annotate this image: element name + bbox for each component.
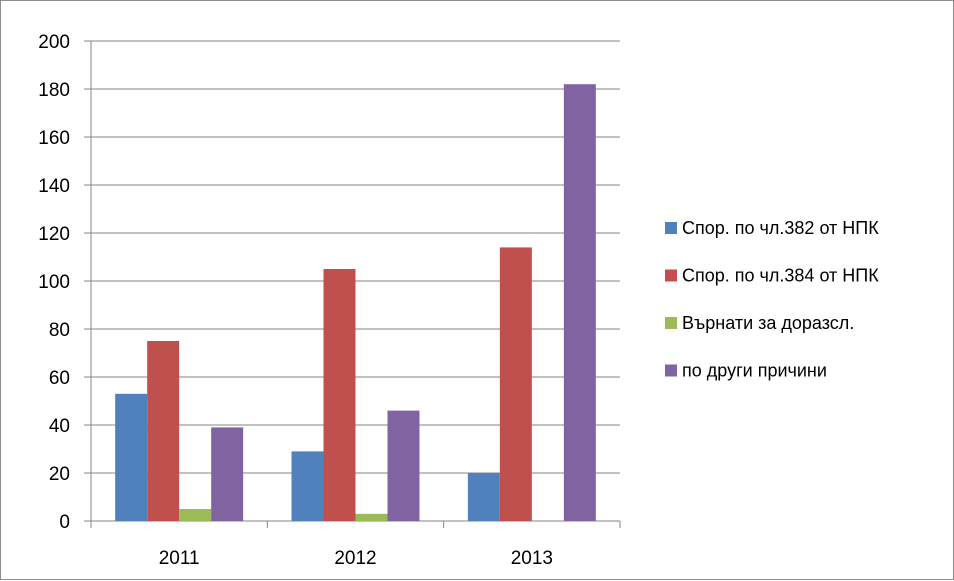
y-tick-label: 200 (38, 32, 70, 53)
y-tick-label: 20 (49, 464, 70, 485)
legend-label: Върнати за доразсл. (682, 313, 854, 333)
bar (563, 84, 596, 521)
legend-swatch (665, 364, 677, 377)
bar (467, 473, 500, 521)
y-tick-label: 120 (38, 224, 70, 245)
bar (115, 393, 148, 521)
y-tick-label: 60 (49, 368, 70, 389)
bar (387, 410, 420, 521)
legend-label: Спор. по чл.384 от НПК (682, 266, 879, 286)
legend-swatch (665, 269, 677, 282)
bar (147, 341, 180, 521)
y-tick-label: 80 (49, 320, 70, 341)
legend-label: Спор. по чл.382 от НПК (682, 218, 879, 238)
y-tick-label: 160 (38, 128, 70, 149)
bar (291, 451, 324, 521)
x-tick-label: 2013 (511, 548, 553, 569)
legend-label: по други причини (682, 361, 827, 381)
y-tick-label: 0 (59, 512, 70, 533)
bar (323, 269, 356, 521)
y-tick-label: 180 (38, 80, 70, 101)
bar (179, 509, 212, 521)
x-tick-label: 2011 (159, 548, 200, 569)
y-tick-label: 100 (38, 272, 70, 293)
bar (499, 247, 532, 521)
bar (211, 427, 244, 521)
x-tick-label: 2012 (334, 548, 376, 569)
legend-swatch (665, 222, 677, 234)
y-tick-label: 40 (49, 416, 70, 437)
legend-swatch (665, 317, 677, 329)
y-tick-label: 140 (38, 176, 70, 197)
bar (355, 513, 388, 521)
